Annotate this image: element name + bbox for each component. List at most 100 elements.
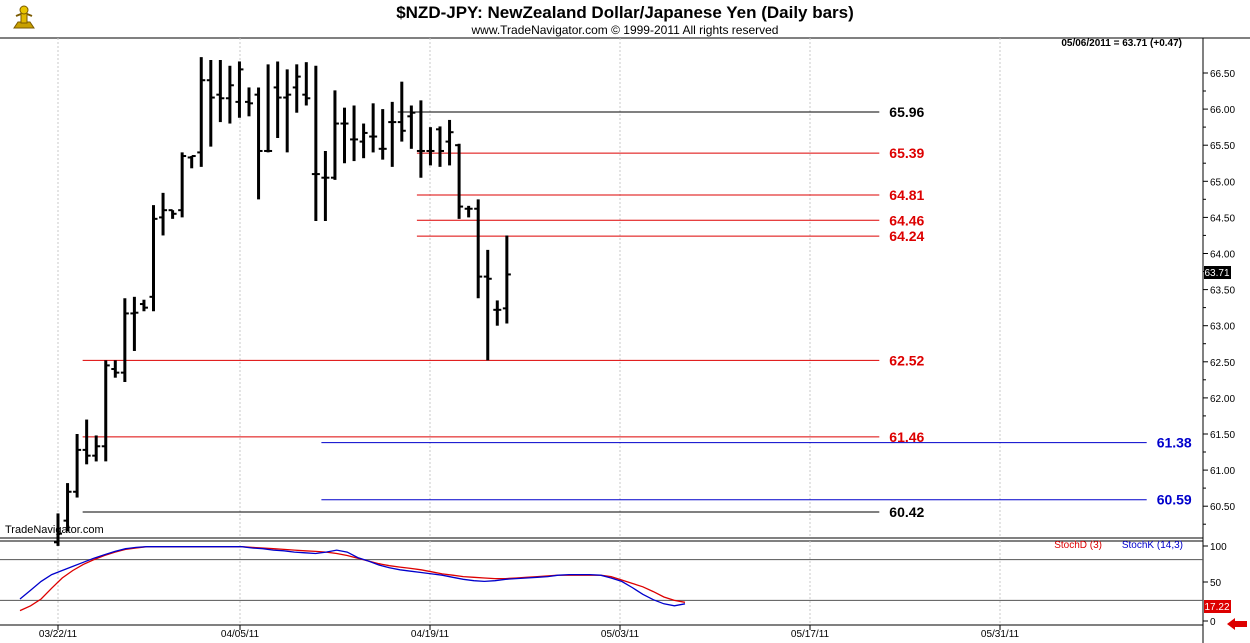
ohlc-bar [159, 192, 168, 236]
ohlc-bar [388, 101, 397, 167]
watermark: TradeNavigator.com [5, 524, 104, 536]
price-tick-label: 66.50 [1210, 69, 1235, 80]
price-tick-label: 64.00 [1210, 250, 1235, 261]
date-tick-label: 05/31/11 [981, 629, 1020, 640]
level-label: 60.42 [889, 504, 924, 520]
ohlc-bar [245, 87, 253, 117]
stoch-tick-label: 100 [1210, 542, 1227, 553]
ohlc-bar [216, 60, 225, 123]
price-tick-label: 60.50 [1210, 502, 1235, 513]
legend-stochd: StochD (3) [1054, 540, 1102, 551]
price-axis: 66.50 66.00 65.50 65.00 64.50 64.00 63.50 63.00… [1203, 69, 1235, 525]
ohlc-bar [340, 107, 349, 164]
ohlc-bar [139, 299, 148, 312]
chart-title: $NZD-JPY: NewZealand Dollar/Japanese Yen… [396, 3, 854, 22]
ohlc-bar [426, 127, 435, 166]
ohlc-bar [330, 90, 339, 180]
level-label: 65.39 [889, 145, 924, 161]
ohlc-bar [321, 150, 330, 222]
legend-stochk: StochK (14,3) [1122, 540, 1183, 551]
ohlc-bar [225, 65, 234, 124]
price-tick-label: 63.00 [1210, 322, 1235, 333]
chart-subtitle: www.TradeNavigator.com © 1999-2011 All r… [471, 23, 779, 37]
ohlc-bar [101, 360, 110, 462]
ohlc-bar [302, 62, 311, 106]
level-label: 61.46 [889, 429, 924, 445]
ohlc-bar [168, 209, 177, 219]
ohlc-bar [178, 152, 187, 218]
ohlc-bar [416, 100, 425, 178]
ohlc-bar [120, 298, 129, 383]
stoch-tick-label: 50 [1210, 578, 1222, 589]
last-price-box [1204, 266, 1231, 279]
last-price-label: 63.71 [1204, 268, 1229, 279]
ohlc-bar [292, 64, 301, 113]
ohlc-bar [493, 300, 502, 326]
level-label: 60.59 [1157, 492, 1192, 508]
date-tick-label: 05/03/11 [601, 629, 640, 640]
ohlc-bar [82, 419, 91, 465]
price-tick-label: 66.00 [1210, 105, 1235, 116]
ohlc-bar [359, 123, 368, 159]
price-tick-label: 63.50 [1210, 286, 1235, 297]
ohlc-bar [197, 57, 206, 167]
price-tick-label: 64.50 [1210, 213, 1235, 224]
level-label: 61.38 [1157, 435, 1192, 451]
ohlc-bar [455, 143, 464, 219]
ohlc-bar [235, 61, 244, 118]
ohlc-bar [130, 296, 139, 351]
ohlc-bar [397, 81, 406, 142]
ohlc-bar [311, 65, 320, 222]
ohlc-bar [206, 60, 215, 147]
left-arrow-icon[interactable] [1227, 618, 1247, 630]
date-tick-label: 05/17/11 [791, 629, 830, 640]
price-bars [54, 57, 511, 546]
date-axis: 03/22/11 04/05/11 04/19/11 05/03/11 05/17/11… [39, 625, 1020, 640]
ohlc-bar [264, 64, 273, 153]
level-label: 64.46 [889, 212, 924, 228]
ohlc-bar [111, 360, 120, 378]
ohlc-bar [54, 513, 62, 546]
price-tick-label: 62.50 [1210, 358, 1235, 369]
price-tick-label: 61.50 [1210, 430, 1235, 441]
ohlc-bar [187, 155, 196, 169]
ohlc-bar [445, 119, 454, 166]
last-stoch-label: 17.22 [1204, 602, 1229, 613]
price-tick-label: 65.00 [1210, 177, 1235, 188]
ohlc-bar [63, 483, 72, 532]
ohlc-bar [149, 205, 158, 312]
stochastic-panel: 100 50 0 [0, 542, 1227, 628]
ohlc-bar [254, 87, 263, 200]
ohlc-bar [436, 126, 444, 167]
ohlc-bar [283, 69, 292, 153]
price-tick-label: 61.00 [1210, 466, 1235, 477]
stoch-d-line [19, 546, 686, 612]
level-label: 64.81 [889, 187, 924, 203]
ohlc-bar [73, 434, 82, 498]
ohlc-bar [474, 199, 483, 299]
ohlc-bar [407, 105, 416, 149]
level-label: 64.24 [889, 228, 924, 244]
ohlc-bar [378, 109, 387, 160]
ohlc-bar [483, 249, 492, 361]
price-tick-label: 62.00 [1210, 394, 1235, 405]
logo-icon [13, 5, 35, 29]
ohlc-bar [502, 235, 511, 324]
ohlc-bar [464, 205, 473, 218]
ohlc-bar [350, 105, 359, 162]
date-tick-label: 04/19/11 [411, 629, 450, 640]
level-label: 62.52 [889, 352, 924, 368]
ohlc-bar [92, 435, 101, 462]
last-stoch-box [1204, 600, 1231, 613]
date-tick-label: 04/05/11 [221, 629, 260, 640]
stoch-k-line [19, 546, 686, 607]
ohlc-bar [273, 61, 282, 138]
gridlines [57, 38, 1001, 625]
stoch-tick-label: 0 [1210, 617, 1216, 628]
date-tick-label: 03/22/11 [39, 629, 78, 640]
ohlc-bar [369, 103, 378, 153]
status-readout: 05/06/2011 = 63.71 (+0.47) [1061, 38, 1182, 49]
level-label: 65.96 [889, 104, 924, 120]
